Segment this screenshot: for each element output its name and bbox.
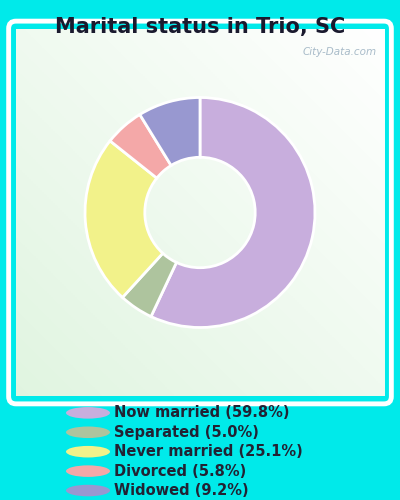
Circle shape	[66, 466, 110, 477]
Text: City-Data.com: City-Data.com	[302, 47, 377, 57]
Wedge shape	[110, 114, 171, 178]
Text: Now married (59.8%): Now married (59.8%)	[114, 406, 290, 420]
Wedge shape	[140, 98, 200, 166]
Circle shape	[66, 446, 110, 458]
Text: Divorced (5.8%): Divorced (5.8%)	[114, 464, 246, 478]
Circle shape	[66, 426, 110, 438]
Text: Marital status in Trio, SC: Marital status in Trio, SC	[55, 18, 345, 38]
Wedge shape	[151, 98, 315, 328]
Text: Never married (25.1%): Never married (25.1%)	[114, 444, 303, 459]
Circle shape	[66, 407, 110, 418]
Wedge shape	[85, 141, 163, 298]
Wedge shape	[122, 254, 176, 316]
Circle shape	[66, 485, 110, 496]
Text: Separated (5.0%): Separated (5.0%)	[114, 425, 259, 440]
Text: Widowed (9.2%): Widowed (9.2%)	[114, 483, 249, 498]
